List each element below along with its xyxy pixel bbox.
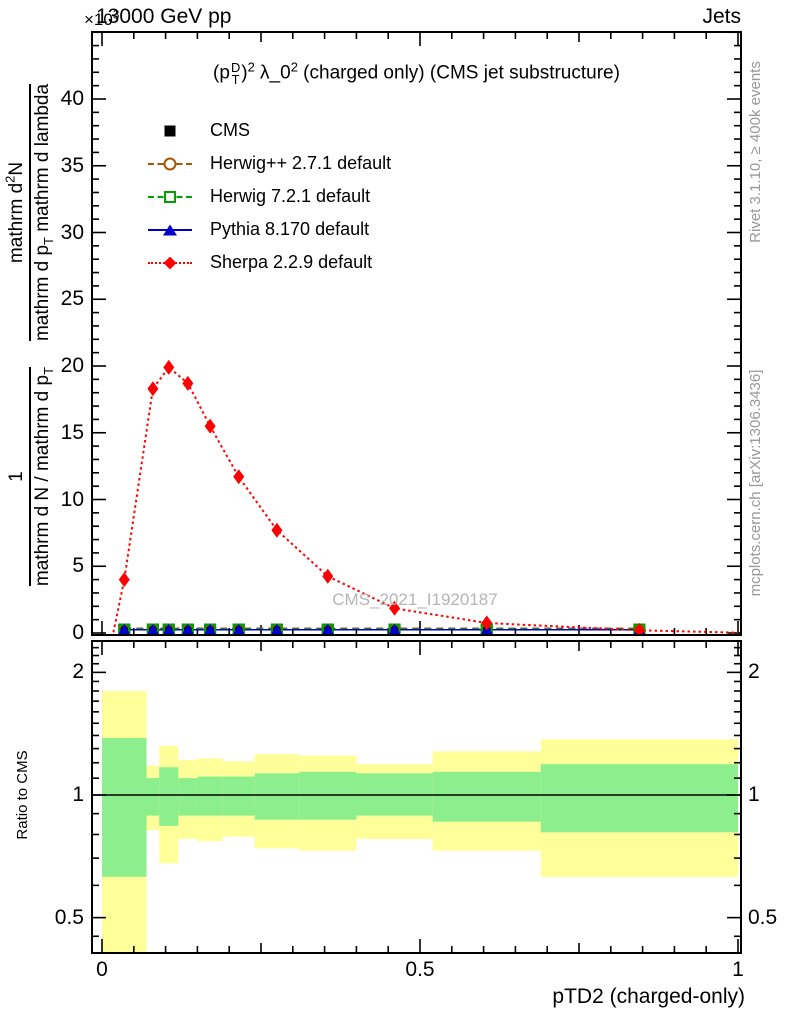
band-green: [102, 738, 147, 877]
plot-title: (p D T)2 λ_02 (charged only) (CMS jet subs…: [213, 59, 620, 87]
y-label-fraction-1: 1 mathrm d N / mathrm d pT: [6, 367, 56, 587]
legend-label: Herwig 7.2.1 default: [210, 186, 371, 206]
mcplots-arxiv-note: mcplots.cern.ch [arXiv:1306.3436]: [747, 369, 764, 597]
legend-item-herwigpp: Herwig++ 2.7.1 default: [148, 147, 391, 180]
band-green: [146, 778, 160, 816]
band-green: [197, 776, 223, 816]
main-y-tick-label: 40: [60, 87, 84, 110]
legend-label: CMS: [210, 120, 250, 140]
ratio-panel-frame: [91, 640, 742, 954]
x-axis-label: pTD2 (charged-only): [552, 985, 745, 1008]
legend-item-pythia: Pythia 8.170 default: [148, 213, 391, 246]
ratio-y-tick-label-right: 0.5: [748, 905, 778, 929]
legend-label: Herwig++ 2.7.1 default: [210, 153, 392, 173]
watermark-analysis-id: CMS_2021_I1920187: [332, 590, 498, 609]
main-y-tick-label: 15: [60, 420, 84, 444]
axis-ticks: [92, 31, 741, 953]
y-axis-multiplier: ×103: [84, 9, 120, 29]
main-y-tick-label: 0: [72, 621, 84, 644]
ratio-y-tick-label-left: 0.5: [54, 905, 84, 929]
main-y-tick-label: 35: [60, 153, 84, 177]
series-markers-4: [118, 359, 645, 634]
legend-item-herwig7: Herwig 7.2.1 default: [148, 180, 391, 213]
ratio-y-tick-label-right: 1: [748, 783, 760, 806]
main-y-tick-label: 10: [60, 487, 84, 511]
legend-item-sherpa: Sherpa 2.2.9 default: [148, 246, 391, 279]
main-y-tick-label: 5: [72, 554, 84, 578]
main-y-tick-label: 30: [60, 220, 84, 244]
band-green: [432, 771, 541, 822]
main-y-tick-label: 25: [60, 287, 84, 311]
legend: CMS Herwig++ 2.7.1 default Herwig 7.2.1 …: [148, 114, 391, 279]
legend-label: Pythia 8.170 default: [210, 219, 370, 239]
legend-item-cms: CMS: [148, 114, 391, 147]
filled-triangle-icon: [148, 220, 192, 240]
band-green: [254, 773, 300, 820]
ratio-y-tick-label-left: 1: [72, 783, 84, 806]
ratio-uncertainty-bands: [102, 691, 738, 952]
open-square-icon: [148, 187, 192, 207]
main-series: [112, 359, 739, 634]
x-tick-label: 1: [732, 958, 744, 981]
filled-square-icon: [148, 121, 192, 141]
x-tick-label: 0: [96, 958, 108, 981]
series-markers-3: [118, 623, 646, 634]
rivet-version-note: Rivet 3.1.10, ≥ 400k events: [747, 61, 764, 243]
band-green: [178, 778, 198, 816]
legend-label: Sherpa 2.2.9 default: [210, 252, 373, 272]
analysis-category-title: Jets: [702, 5, 741, 28]
band-green: [540, 764, 738, 833]
ratio-y-tick-label-right: 2: [748, 660, 760, 684]
x-tick-label: 0.5: [405, 958, 435, 981]
beam-energy-title: 13000 GeV pp: [96, 5, 232, 28]
filled-diamond-icon: [148, 253, 192, 273]
band-green: [222, 776, 255, 816]
main-y-tick-label: 20: [60, 354, 84, 377]
open-circle-icon: [148, 154, 192, 174]
ratio-y-tick-label-left: 2: [72, 660, 84, 684]
band-green: [159, 767, 179, 826]
main-panel-frame: [91, 31, 742, 636]
